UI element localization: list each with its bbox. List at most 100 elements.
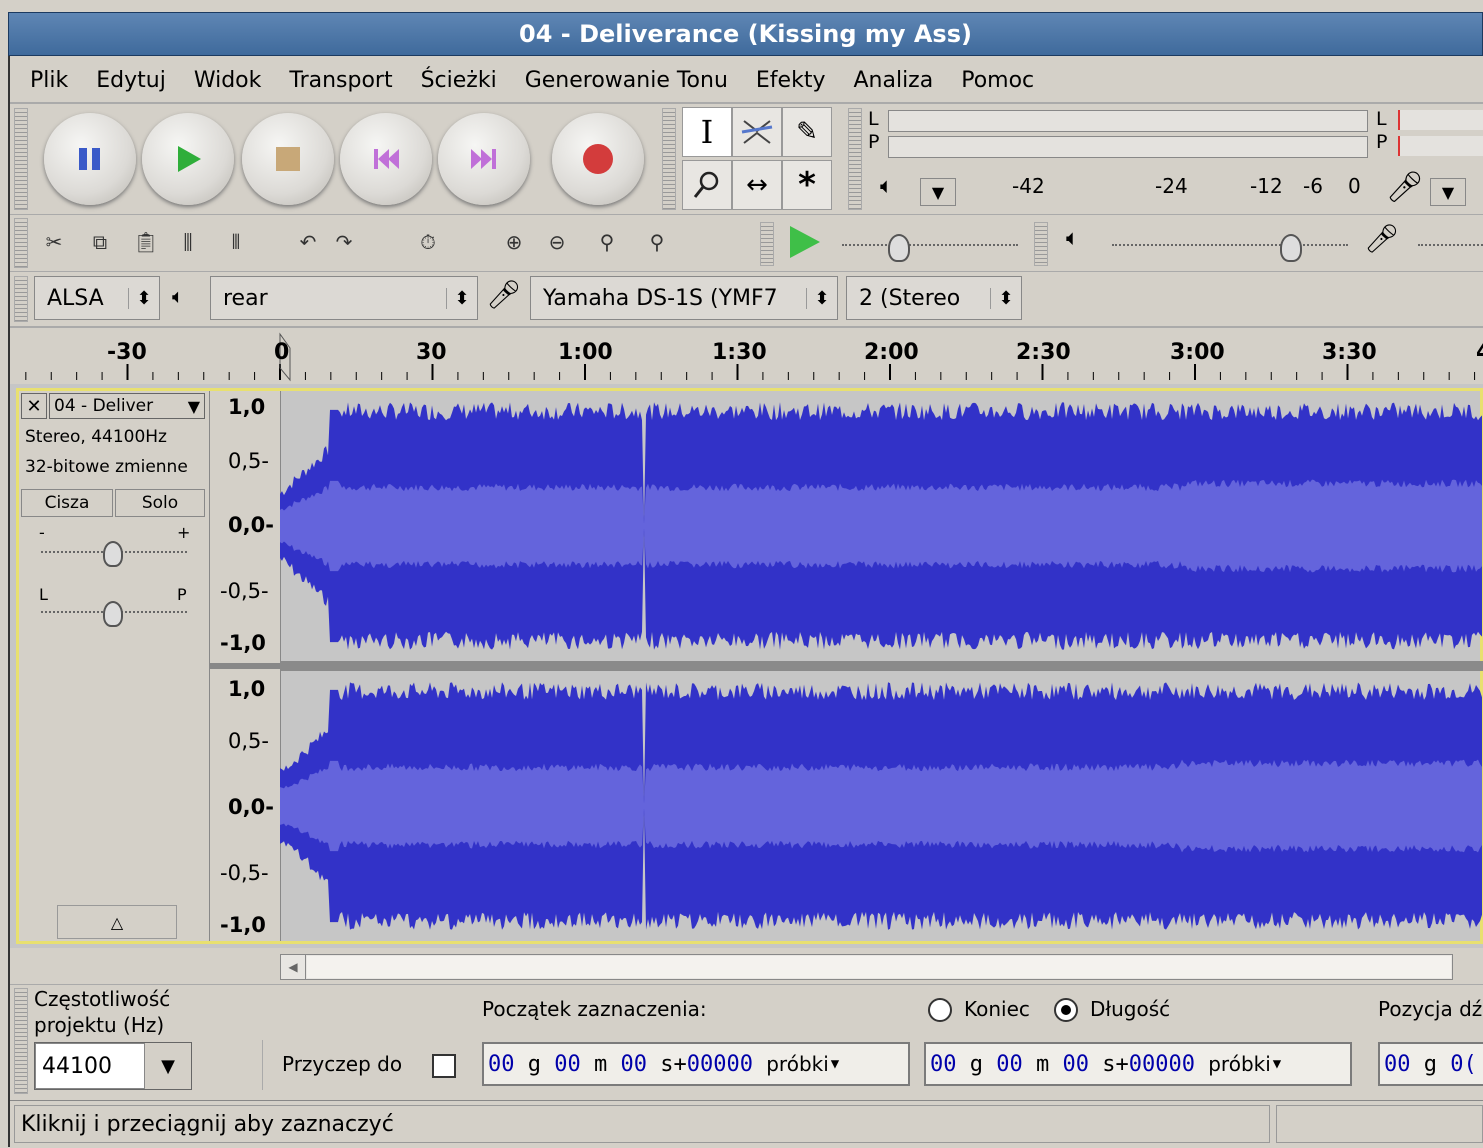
menu-transport[interactable]: Transport — [289, 67, 393, 93]
selection-toolbar — [10, 984, 1483, 1097]
speaker-icon[interactable]: 🔈︎ — [880, 174, 894, 199]
menu-view[interactable]: Widok — [193, 67, 262, 93]
selection-grip[interactable] — [14, 988, 28, 1094]
length-radio[interactable] — [1054, 998, 1078, 1022]
project-rate-combo[interactable]: 44100 ▼ — [34, 1042, 192, 1090]
triangle-down-icon[interactable]: ▼ — [830, 1056, 840, 1072]
toolbar-grip[interactable] — [14, 108, 28, 210]
scroll-thumb[interactable] — [307, 956, 1451, 978]
ruler-label: 0 — [274, 340, 290, 365]
input-channels-select[interactable]: 2 (Stereo ⬍ — [846, 276, 1022, 320]
spinner-icon: ⬍ — [446, 287, 477, 309]
solo-button[interactable]: Solo — [115, 489, 205, 517]
scroll-left-button[interactable]: ◀ — [281, 955, 306, 979]
hours-unit: g — [969, 1051, 983, 1077]
project-rate-dropdown[interactable]: ▼ — [145, 1043, 191, 1089]
record-meter-dropdown[interactable]: ▼ — [1430, 178, 1466, 206]
audio-position-field[interactable]: 00 g 0( — [1378, 1042, 1483, 1086]
ruler-label: 1:00 — [558, 340, 613, 365]
mute-button[interactable]: Cisza — [21, 489, 113, 517]
pause-button[interactable] — [44, 113, 136, 205]
slider-thumb[interactable] — [103, 601, 123, 627]
timeline-ruler[interactable]: -30 0 30 1:00 1:30 2:00 2:30 3:00 3:30 4 — [10, 326, 1483, 384]
record-meter-right-label: P — [1376, 131, 1388, 153]
tools-grip[interactable] — [662, 108, 676, 210]
record-button[interactable] — [552, 113, 644, 205]
gain-slider[interactable]: - + — [39, 523, 190, 571]
stop-button[interactable] — [242, 113, 334, 205]
scale-label: 1,0 — [228, 395, 266, 419]
menu-tracks[interactable]: Ścieżki — [420, 67, 497, 93]
play-at-speed-grip[interactable] — [760, 222, 774, 266]
zoom-in-button[interactable]: ⊕ — [496, 222, 532, 262]
skip-end-button[interactable] — [438, 113, 530, 205]
menu-help[interactable]: Pomoc — [961, 67, 1035, 93]
window-title-bar[interactable]: 04 - Deliverance (Kissing my Ass) — [8, 12, 1483, 56]
slider-thumb[interactable] — [1280, 234, 1302, 262]
zoom-tool-button[interactable] — [682, 160, 732, 210]
paste-button[interactable]: 📋︎ — [128, 222, 164, 262]
sync-lock-button[interactable]: ⏱ — [410, 222, 446, 262]
selection-start-field[interactable]: 00 g 00 m 00 s+ 00000 próbki ▼ — [482, 1042, 910, 1086]
playback-meter-left — [888, 110, 1368, 132]
play-button[interactable] — [142, 113, 234, 205]
triangle-down-icon[interactable]: ▼ — [1272, 1056, 1282, 1072]
play-at-speed-button[interactable] — [786, 224, 822, 265]
input-device-select[interactable]: Yamaha DS-1S (YMF7 ⬍ — [530, 276, 838, 320]
triangle-down-icon: ▼ — [931, 182, 945, 202]
ruler-label: 3:30 — [1322, 340, 1377, 365]
end-radio[interactable] — [928, 998, 952, 1022]
track-sample-format: 32-bitowe zmienne — [25, 457, 188, 477]
meter-grip[interactable] — [848, 108, 862, 210]
collapse-track-button[interactable]: △ — [57, 905, 177, 939]
horizontal-scrollbar[interactable]: ◀ — [280, 954, 1453, 980]
output-volume-icon: 🔈︎ — [1066, 226, 1080, 251]
mixer-grip[interactable] — [1034, 222, 1048, 266]
undo-button[interactable]: ↶ — [290, 222, 326, 262]
track-close-button[interactable]: ✕ — [21, 393, 47, 419]
copy-button[interactable]: ⧉ — [72, 222, 128, 262]
skip-start-button[interactable] — [340, 113, 432, 205]
edit-grip[interactable] — [14, 218, 28, 268]
microphone-icon[interactable]: 🎤︎ — [1386, 170, 1425, 205]
meter-scale-42: -42 — [1012, 174, 1045, 198]
silence-button[interactable]: ⫴ — [212, 222, 260, 262]
slider-thumb[interactable] — [103, 541, 123, 567]
menu-effects[interactable]: Efekty — [755, 67, 826, 93]
timeshift-tool-button[interactable]: ↔ — [732, 160, 782, 210]
scale-label: 0,0- — [228, 513, 274, 537]
fit-selection-button[interactable]: ⚲ — [582, 222, 632, 262]
play-speed-slider[interactable] — [840, 226, 1020, 262]
output-device-select[interactable]: rear ⬍ — [210, 276, 478, 320]
menu-edit[interactable]: Edytuj — [96, 67, 166, 93]
output-volume-slider[interactable] — [1110, 226, 1350, 262]
seconds: 00 — [1062, 1051, 1090, 1077]
selection-tool-button[interactable]: I — [682, 107, 732, 157]
stop-icon — [276, 147, 300, 171]
edit-toolbar: ✂ ⧉ 📋︎ ⫼ ⫴ ↶ ↷ ⏱ ⊕ ⊖ ⚲ ⚲ — [36, 222, 682, 262]
track-name-menu[interactable]: 04 - Deliver ▼ — [49, 393, 205, 419]
input-volume-slider[interactable] — [1416, 226, 1483, 262]
trim-button[interactable]: ⫼ — [164, 222, 212, 262]
device-grip[interactable] — [14, 276, 28, 322]
envelope-tool-button[interactable] — [732, 107, 782, 157]
snap-to-checkbox[interactable] — [432, 1054, 456, 1078]
record-meter-left — [1398, 110, 1483, 130]
zoom-out-button[interactable]: ⊖ — [532, 222, 582, 262]
menu-generate[interactable]: Generowanie Tonu — [524, 67, 728, 93]
playback-meter-dropdown[interactable]: ▼ — [920, 178, 956, 206]
menu-file[interactable]: Plik — [30, 67, 69, 93]
project-rate-value[interactable]: 44100 — [35, 1043, 145, 1089]
cut-button[interactable]: ✂ — [36, 222, 72, 262]
multi-tool-button[interactable]: * — [782, 160, 832, 210]
redo-button[interactable]: ↷ — [326, 222, 362, 262]
draw-tool-button[interactable]: ✎ — [782, 107, 832, 157]
slider-thumb[interactable] — [888, 234, 910, 262]
audio-host-select[interactable]: ALSA ⬍ — [34, 276, 160, 320]
record-icon — [583, 144, 613, 174]
pan-slider[interactable]: L P — [39, 585, 189, 629]
menu-analyze[interactable]: Analiza — [853, 67, 934, 93]
fit-project-button[interactable]: ⚲ — [632, 222, 682, 262]
waveform-display[interactable] — [280, 391, 1483, 941]
selection-length-field[interactable]: 00 g 00 m 00 s+ 00000 próbki ▼ — [924, 1042, 1352, 1086]
